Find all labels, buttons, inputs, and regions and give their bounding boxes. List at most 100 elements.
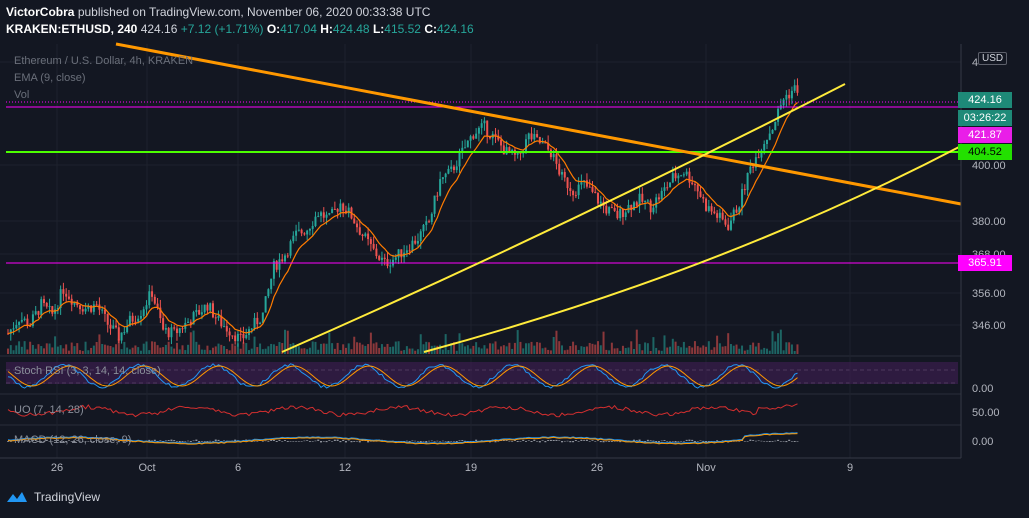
volume-bar [9, 345, 12, 354]
volume-bar [497, 349, 500, 354]
macd-histogram-bar [292, 441, 295, 442]
macd-histogram-bar [109, 441, 112, 442]
macd-histogram-bar [610, 441, 613, 442]
candle-body [81, 309, 84, 312]
legend-macd[interactable]: MACD (12, 26, close, 9) [14, 434, 132, 446]
legend-main[interactable]: Ethereum / U.S. Dollar, 4h, KRAKEN [14, 55, 194, 67]
volume-bar [583, 346, 586, 354]
macd-histogram-bar [597, 440, 600, 442]
volume-bar [585, 346, 588, 354]
volume-bar [303, 348, 306, 354]
candle-body [115, 325, 118, 328]
volume-bar [242, 342, 245, 354]
volume-bar [472, 345, 475, 354]
candle-body [59, 289, 62, 309]
candle-body [148, 291, 151, 306]
volume-bar [76, 343, 79, 354]
candle-body [339, 203, 342, 212]
macd-histogram-bar [544, 441, 547, 443]
volume-bar [311, 341, 314, 354]
candle-body [768, 133, 771, 140]
legend-ema[interactable]: EMA (9, close) [14, 72, 86, 84]
volume-bar [749, 344, 752, 354]
candle-body [746, 172, 749, 191]
candle-body [671, 173, 674, 183]
volume-bar [677, 345, 680, 354]
volume-bar [372, 343, 375, 354]
macd-histogram-bar [591, 440, 594, 441]
candle-body [685, 171, 688, 175]
macd-histogram-bar [286, 441, 289, 442]
macd-histogram-bar [599, 441, 602, 443]
candle-body [414, 240, 417, 244]
candle-body [428, 221, 431, 223]
macd-histogram-bar [757, 440, 760, 442]
macd-histogram-bar [112, 439, 115, 441]
volume-bar [67, 350, 70, 354]
publish-line: VictorCobra published on TradingView.com… [6, 5, 430, 19]
candle-body [137, 318, 140, 322]
volume-bar [411, 348, 414, 354]
candle-body [84, 308, 87, 312]
volume-bar [331, 343, 334, 354]
volume-bar [267, 346, 270, 354]
volume-bar [369, 332, 372, 354]
candle-body [228, 331, 231, 336]
macd-histogram-bar [67, 440, 70, 441]
macd-histogram-bar [322, 441, 325, 442]
stoch-k-line [7, 363, 798, 389]
macd-histogram-bar [297, 441, 300, 442]
macd-histogram-bar [101, 441, 104, 442]
legend-stoch-rsi[interactable]: Stoch RSI (3, 3, 14, 14, close) [14, 365, 161, 377]
macd-histogram-bar [580, 439, 583, 441]
volume-bar [577, 349, 580, 354]
macd-histogram-bar [306, 440, 309, 441]
volume-bar [81, 350, 84, 354]
volume-bar [342, 344, 345, 354]
candle-body [178, 328, 181, 334]
candle-body [444, 173, 447, 178]
time-tick-label: 12 [339, 462, 351, 474]
legend-uo[interactable]: UO (7, 14, 28) [14, 404, 84, 416]
last-price: 424.16 [140, 22, 178, 36]
candle-body [630, 204, 633, 211]
macd-histogram-bar [588, 441, 591, 442]
volume-bar [782, 350, 785, 354]
macd-histogram-bar [577, 441, 580, 442]
macd-histogram-bar [200, 441, 203, 442]
macd-histogram-bar [73, 441, 76, 443]
macd-histogram-bar [444, 441, 447, 442]
macd-histogram-bar [70, 441, 73, 442]
macd-histogram-bar [192, 440, 195, 442]
macd-histogram-bar [638, 439, 641, 441]
volume-bar [447, 349, 450, 354]
macd-histogram-bar [425, 441, 428, 443]
macd-histogram-bar [295, 441, 298, 442]
candle-body [419, 231, 422, 242]
volume-bar [669, 346, 672, 354]
macd-histogram-bar [76, 440, 79, 441]
candle-body [610, 207, 613, 209]
candle-body [566, 177, 569, 189]
candle-body [785, 94, 788, 100]
candle-body [106, 313, 109, 325]
candle-body [710, 206, 713, 212]
footer-brand[interactable]: TradingView [6, 490, 100, 504]
volume-bar [353, 336, 356, 354]
volume-bar [505, 346, 508, 354]
publisher-name[interactable]: VictorCobra [6, 5, 75, 19]
volume-bar [400, 350, 403, 354]
volume-bar [300, 348, 303, 354]
candle-body [641, 193, 644, 202]
candle-body [192, 312, 195, 325]
candle-body [203, 304, 206, 313]
macd-histogram-bar [126, 441, 129, 442]
macd-histogram-bar [328, 440, 331, 441]
volume-bar [162, 347, 165, 354]
volume-bar [245, 343, 248, 354]
volume-bar [660, 350, 663, 354]
legend-vol[interactable]: Vol [14, 89, 30, 101]
currency-button[interactable]: USD [978, 52, 1008, 65]
volume-bar [270, 343, 273, 354]
